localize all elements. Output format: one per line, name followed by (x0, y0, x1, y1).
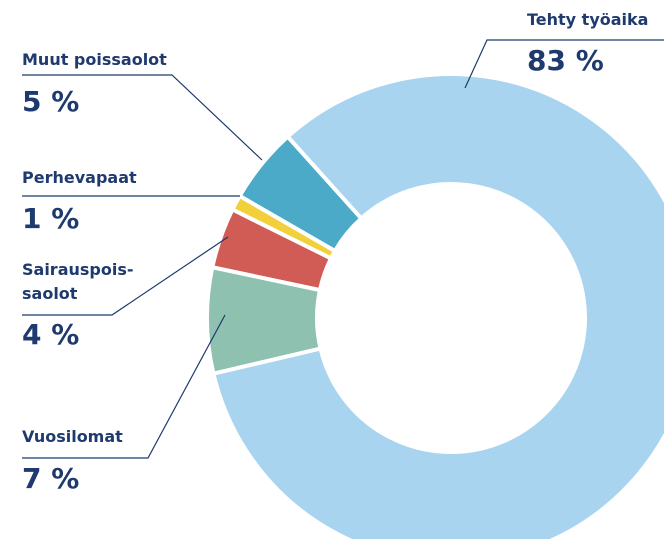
value-label: 83 % (527, 44, 604, 77)
category-label: Vuosilomat (22, 427, 123, 446)
category-label: Perhevapaat (22, 168, 137, 187)
value-label: 4 % (22, 318, 80, 351)
leader-line (22, 74, 263, 161)
category-label: Tehty työaika (527, 10, 649, 29)
value-label: 7 % (22, 462, 80, 495)
leader-line (464, 39, 664, 89)
leader-line (22, 236, 229, 316)
leader-lines (22, 39, 664, 459)
category-label: Muut poissaolot (22, 50, 167, 69)
leader-line (22, 314, 226, 459)
donut-segment (211, 72, 664, 539)
donut-segment (209, 206, 334, 293)
value-label: 5 % (22, 85, 80, 118)
category-label: Sairauspois- saolot (22, 260, 134, 303)
value-label: 1 % (22, 202, 80, 235)
donut-segment (205, 264, 323, 377)
